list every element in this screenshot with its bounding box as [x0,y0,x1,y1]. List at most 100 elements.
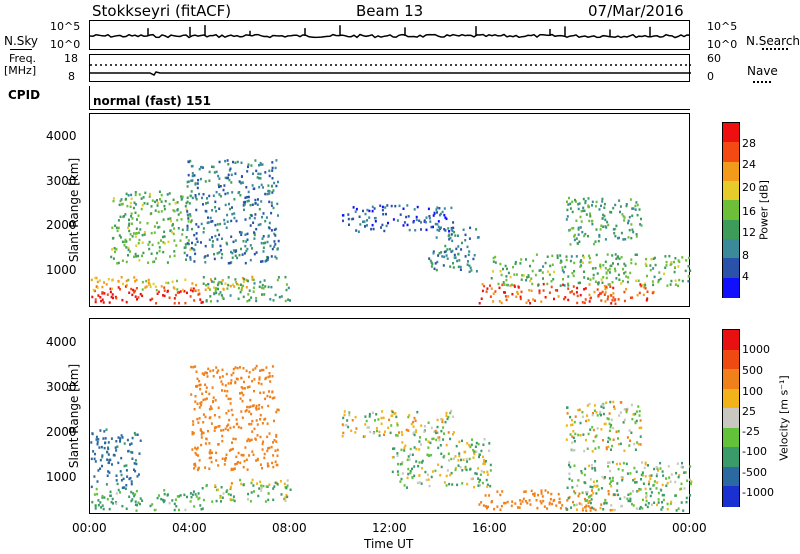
heatmap-cell [258,207,261,211]
heatmap-cell [614,269,617,273]
heatmap-cell [409,447,412,451]
heatmap-cell [634,262,637,266]
heatmap-cell [520,258,523,261]
heatmap-cell [384,430,386,433]
heatmap-cell [262,287,265,290]
heatmap-cell [605,276,608,280]
heatmap-cell [652,483,655,487]
heatmap-cell [225,412,228,415]
heatmap-cell [517,506,519,509]
heatmap-cell [610,504,613,507]
heatmap-cell [129,233,132,236]
heatmap-cell [105,283,108,286]
freq-panel [89,54,691,82]
heatmap-cell [96,443,99,446]
heatmap-cell [97,438,100,441]
heatmap-cell [260,183,263,187]
heatmap-cell [229,493,232,497]
heatmap-cell [229,397,232,401]
heatmap-cell [437,220,440,223]
heatmap-cell [202,193,205,196]
heatmap-cell [213,292,216,296]
heatmap-cell [201,430,203,434]
heatmap-cell [391,410,394,414]
heatmap-cell [193,408,196,411]
heatmap-cell [114,501,117,504]
heatmap-cell [678,278,681,282]
velocity-colorbar [722,329,740,507]
heatmap-cell [609,425,612,429]
heatmap-cell [176,209,179,212]
heatmap-cell [260,260,262,263]
heatmap-cell [464,467,467,470]
heatmap-cell [674,480,677,484]
heatmap-cell [443,481,446,484]
heatmap-cell [242,204,245,207]
heatmap-cell [193,260,196,263]
heatmap-cell [110,500,113,504]
heatmap-cell [472,448,475,452]
heatmap-cell [241,253,244,256]
heatmap-cell [115,479,118,482]
heatmap-cell [191,241,193,245]
heatmap-cell [250,422,253,426]
heatmap-cell [639,505,642,509]
heatmap-cell [211,500,214,503]
heatmap-cell [352,206,355,209]
heatmap-cell [640,426,643,429]
heatmap-cell [237,283,240,287]
heatmap-cell [267,492,270,495]
heatmap-cell [511,500,514,503]
heatmap-cell [605,447,608,451]
heatmap-cell [567,275,570,278]
heatmap-cell [137,501,140,504]
heatmap-cell [236,256,239,260]
heatmap-cell [483,470,486,474]
heatmap-cell [254,159,257,162]
heatmap-cell [544,296,547,299]
heatmap-cell [604,225,607,228]
heatmap-cell [134,252,137,256]
heatmap-cell [662,474,665,477]
heatmap-cell [635,201,638,204]
heatmap-cell [274,449,277,452]
heatmap-cell [195,370,198,373]
heatmap-cell [390,424,393,427]
heatmap-cell [119,215,122,219]
heatmap-cell [167,240,170,244]
heatmap-cell [404,444,407,447]
heatmap-cell [194,451,197,455]
heatmap-cell [139,228,142,231]
heatmap-cell [163,289,166,292]
heatmap-cell [591,204,593,207]
heatmap-cell [574,491,577,495]
heatmap-cell [385,224,388,228]
heatmap-cell [507,295,510,298]
heatmap-cell [451,249,454,253]
heatmap-cell [215,209,218,213]
heatmap-cell [134,295,137,298]
heatmap-cell [606,417,609,420]
heatmap-cell [509,284,512,287]
heatmap-cell [610,448,612,451]
heatmap-cell [238,230,241,234]
heatmap-cell [101,298,104,301]
heatmap-cell [235,418,238,421]
heatmap-cell [656,467,659,470]
heatmap-cell [584,506,587,509]
heatmap-cell [662,498,665,502]
heatmap-cell [240,247,242,251]
heatmap-cell [619,411,622,414]
heatmap-cell [142,196,145,199]
heatmap-cell [219,494,222,498]
heatmap-cell [677,284,679,288]
heatmap-cell [586,414,588,417]
heatmap-cell [195,283,198,287]
heatmap-cell [121,504,124,508]
heatmap-cell [527,299,530,302]
heatmap-cell [466,482,469,486]
heatmap-cell [619,210,621,214]
heatmap-cell [610,264,613,267]
heatmap-cell [622,421,625,424]
heatmap-cell [465,457,468,461]
